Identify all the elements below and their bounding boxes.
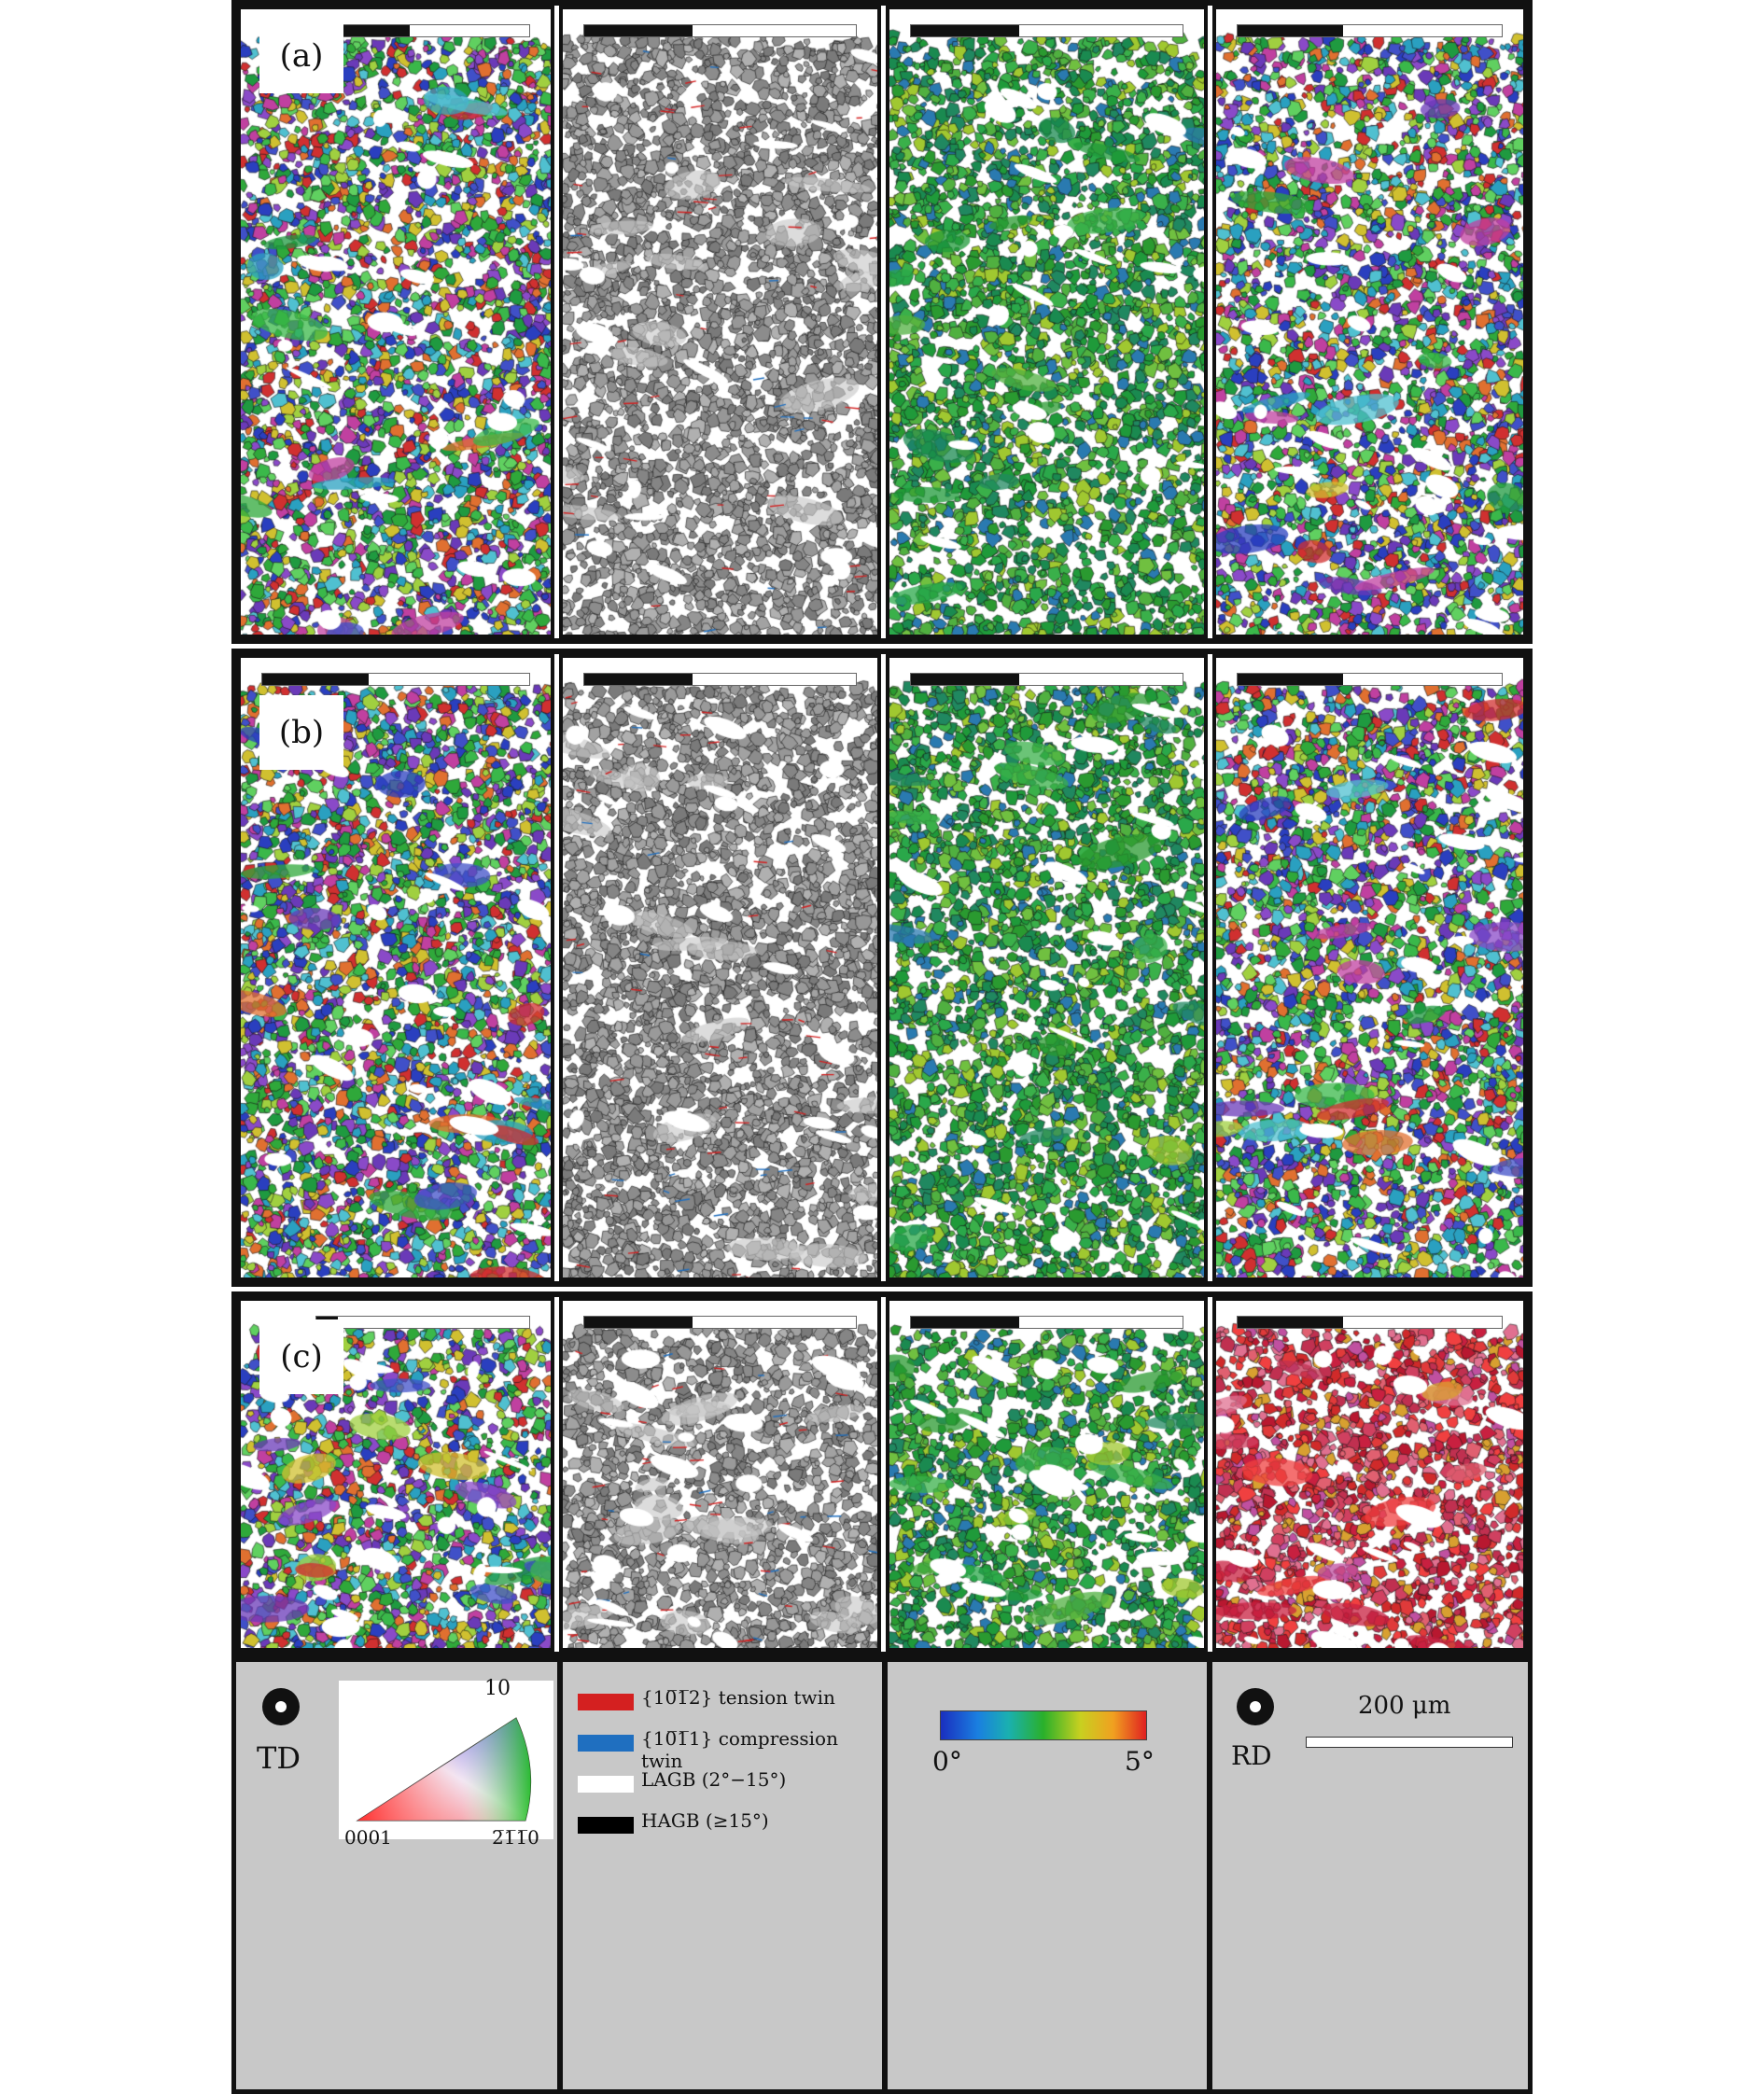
scale-strip	[910, 24, 1183, 37]
td-axis-icon	[262, 1688, 300, 1725]
scale-bar	[1306, 1737, 1513, 1748]
legend-ipf-td: TD 10 0001 2̅1̅1̅0	[231, 1657, 562, 2094]
legend-boundaries: {10̅1̅2} tension twin {10̅1̅1} compressi…	[558, 1657, 887, 2094]
ipf-corner-left: 0001	[344, 1826, 392, 1849]
scale-strip	[910, 1316, 1183, 1329]
lagb-label: LAGB (2°−15°)	[641, 1768, 787, 1791]
scale-strip	[583, 1316, 857, 1329]
kam-max-label: 5°	[1125, 1746, 1155, 1777]
ebsd-boundary-map-c	[559, 1297, 881, 1652]
kam-min-label: 0°	[932, 1746, 962, 1777]
ebsd-ipf-rd-map-b	[1212, 654, 1527, 1281]
ebsd-boundary-map-a	[559, 6, 881, 638]
row-label-a: (a)	[259, 19, 343, 93]
hagb-swatch	[578, 1817, 634, 1834]
ipf-triangle-icon	[339, 1681, 553, 1839]
scale-strip	[261, 673, 530, 686]
rd-axis-label: RD	[1231, 1740, 1272, 1771]
ebsd-ipf-rd-map-c	[1212, 1297, 1527, 1652]
scale-strip	[1237, 24, 1503, 37]
row-label-c: (c)	[259, 1319, 343, 1394]
ebsd-kam-map-c	[886, 1297, 1208, 1652]
scale-strip	[1237, 673, 1503, 686]
tension-twin-swatch	[578, 1694, 634, 1710]
legend-ipf-rd: RD 200 μm	[1208, 1657, 1533, 2094]
row-label-b: (b)	[259, 695, 343, 770]
ebsd-ipf-map-c: (c)	[237, 1297, 554, 1652]
ebsd-ipf-map-b: (b)	[237, 654, 554, 1281]
ebsd-kam-map-a	[886, 6, 1208, 638]
scale-strip	[910, 673, 1183, 686]
scale-strip	[583, 24, 857, 37]
scale-strip	[583, 673, 857, 686]
ipf-corner-top: 10	[484, 1677, 511, 1700]
kam-colorbar	[940, 1710, 1147, 1740]
ebsd-ipf-rd-map-a	[1212, 6, 1527, 638]
ebsd-kam-map-b	[886, 654, 1208, 1281]
ebsd-ipf-map-a: (a)	[237, 6, 554, 638]
scale-strip	[315, 1316, 530, 1329]
hagb-label: HAGB (≥15°)	[641, 1809, 769, 1832]
scale-strip	[315, 24, 530, 37]
scale-bar-label: 200 μm	[1358, 1692, 1451, 1720]
legend-kam: 0° 5°	[883, 1657, 1211, 2094]
compression-twin-label: {10̅1̅1} compression twin	[641, 1727, 838, 1772]
rd-axis-icon	[1237, 1688, 1274, 1725]
compression-twin-swatch	[578, 1735, 634, 1752]
ebsd-boundary-map-b	[559, 654, 881, 1281]
tension-twin-label: {10̅1̅2} tension twin	[641, 1686, 835, 1709]
ipf-corner-right: 2̅1̅1̅0	[492, 1826, 539, 1849]
scale-strip	[1237, 1316, 1503, 1329]
td-axis-label: TD	[257, 1740, 301, 1776]
lagb-swatch	[578, 1776, 634, 1793]
